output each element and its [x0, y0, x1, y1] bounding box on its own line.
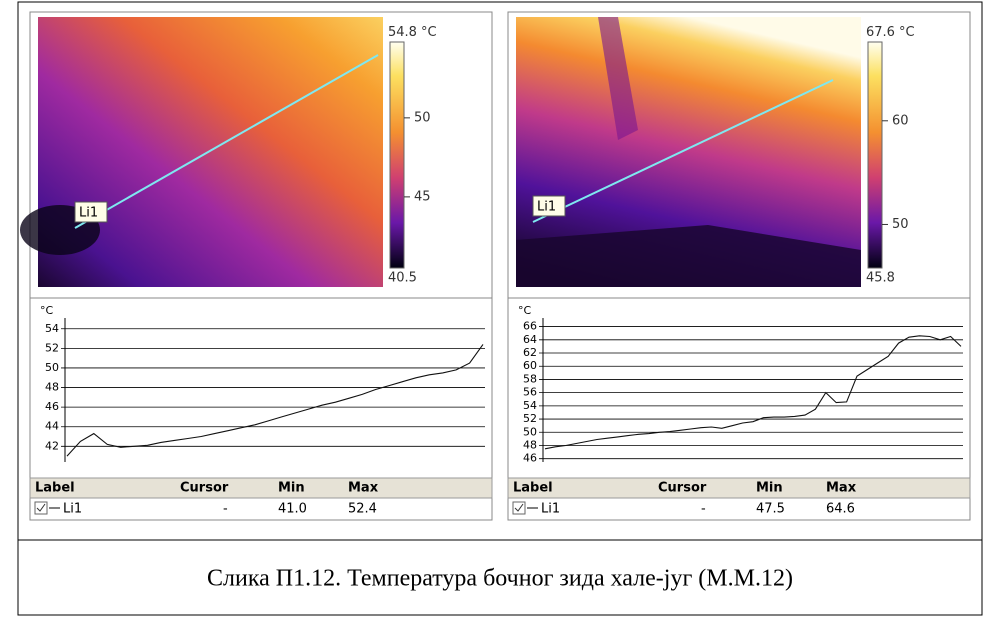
- profile-line: [544, 335, 962, 450]
- color-bar: [389, 41, 405, 269]
- y-tick-label: 62: [523, 346, 537, 359]
- y-tick-label: 44: [45, 420, 59, 433]
- y-tick-label: 56: [523, 386, 537, 399]
- y-tick-label: 58: [523, 372, 537, 385]
- measure-line: [74, 54, 379, 229]
- measure-line: [532, 79, 834, 223]
- y-tick-label: 54: [45, 322, 59, 335]
- scale-tick-label: 50: [892, 217, 909, 232]
- y-tick-label: 52: [523, 412, 537, 425]
- y-tick-label: 60: [523, 359, 537, 372]
- scale-max-value: 67.6: [866, 25, 895, 40]
- y-unit: °C: [40, 304, 54, 317]
- table-cell: 64.6: [826, 502, 855, 517]
- caption: Слика П1.12. Температура бочног зида хал…: [207, 566, 793, 592]
- table-header-cell: Cursor: [180, 481, 229, 496]
- chart-box: [29, 297, 493, 479]
- scale-unit: °C: [899, 25, 915, 40]
- scale-unit: °C: [421, 25, 437, 40]
- check: [36, 503, 46, 512]
- scale-min: 45.8: [866, 271, 895, 286]
- y-tick-label: 48: [523, 438, 537, 451]
- table-cell: 41.0: [278, 502, 307, 517]
- scale-max-value: 54.8: [388, 25, 417, 40]
- table-header-cell: Cursor: [658, 481, 707, 496]
- table-header-cell: Min: [756, 481, 783, 496]
- table-header: [29, 477, 493, 499]
- scale-tick-label: 45: [414, 189, 431, 204]
- checkbox: [34, 501, 48, 515]
- scale-max: 67.6 °C: [866, 25, 915, 40]
- line-label-box: [532, 195, 566, 217]
- scale-tick-label: 50: [414, 110, 431, 125]
- chart-box: [507, 297, 971, 479]
- table-cell: 52.4: [348, 502, 377, 517]
- y-tick-label: 54: [523, 399, 537, 412]
- profile-line: [66, 344, 484, 457]
- y-tick-label: 64: [523, 333, 537, 346]
- table-header-cell: Label: [513, 481, 553, 496]
- y-tick-label: 52: [45, 341, 59, 354]
- color-bar: [867, 41, 883, 269]
- line-label: Li1: [537, 200, 556, 215]
- scale-tick-label: 60: [892, 113, 909, 128]
- table-cell: 47.5: [756, 502, 785, 517]
- table-cell: -: [223, 502, 228, 517]
- y-tick-label: 50: [523, 425, 537, 438]
- thermal-shade: [516, 225, 861, 287]
- frame: [17, 1, 983, 616]
- scale-min: 40.5: [388, 271, 417, 286]
- line-label-box: [74, 201, 108, 223]
- line-label: Li1: [79, 206, 98, 221]
- table-cell: Li1: [541, 502, 560, 517]
- table-header: [507, 477, 971, 499]
- y-tick-label: 48: [45, 381, 59, 394]
- scale-max: 54.8 °C: [388, 25, 437, 40]
- checkbox: [512, 501, 526, 515]
- y-tick-label: 46: [45, 400, 59, 413]
- thermal-shade: [598, 17, 638, 140]
- y-tick-label: 50: [45, 361, 59, 374]
- thermal-image: [38, 17, 383, 287]
- table-header-cell: Label: [35, 481, 75, 496]
- table-cell: -: [701, 502, 706, 517]
- y-unit: °C: [518, 304, 532, 317]
- table-header-cell: Max: [348, 481, 379, 496]
- check: [514, 503, 524, 512]
- y-tick-label: 42: [45, 439, 59, 452]
- table-cell: Li1: [63, 502, 82, 517]
- table-header-cell: Max: [826, 481, 857, 496]
- y-tick-label: 46: [523, 452, 537, 465]
- y-tick-label: 66: [523, 320, 537, 333]
- table-header-cell: Min: [278, 481, 305, 496]
